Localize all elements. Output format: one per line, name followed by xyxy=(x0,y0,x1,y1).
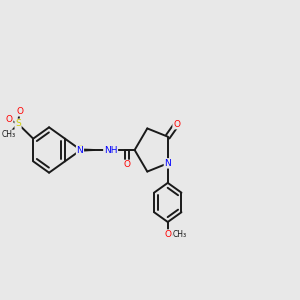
Text: CH₃: CH₃ xyxy=(173,230,187,239)
Text: NH: NH xyxy=(104,146,117,154)
Text: O: O xyxy=(6,116,13,124)
Text: N: N xyxy=(76,146,83,155)
Text: CH₃: CH₃ xyxy=(2,130,16,139)
Text: O: O xyxy=(173,120,180,129)
Text: S: S xyxy=(77,145,83,154)
Text: N: N xyxy=(164,159,171,168)
Text: O: O xyxy=(16,107,23,116)
Text: O: O xyxy=(124,160,130,169)
Text: O: O xyxy=(164,230,171,239)
Text: S: S xyxy=(15,119,21,128)
